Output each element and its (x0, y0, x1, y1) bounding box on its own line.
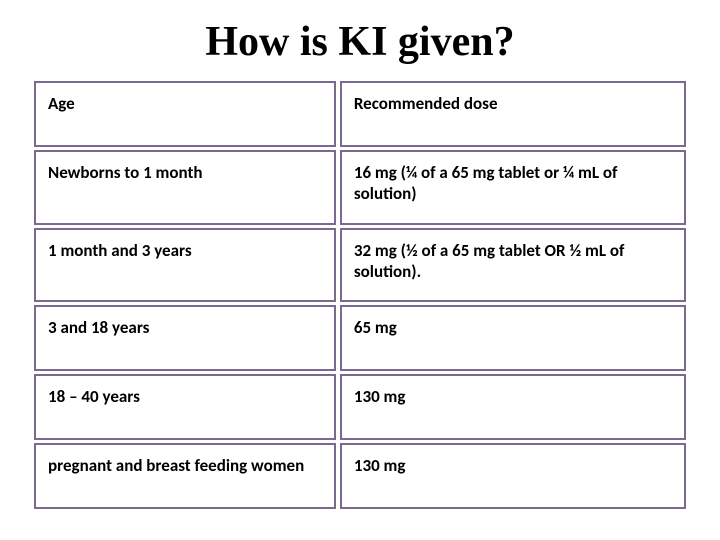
cell-age: Newborns to 1 month (34, 150, 336, 225)
table-row: 3 and 18 years 65 mg (34, 305, 686, 371)
cell-dose: 16 mg (¼ of a 65 mg tablet or ¼ mL of so… (340, 150, 686, 225)
dosage-table: Age Recommended dose Newborns to 1 month… (30, 78, 690, 512)
cell-dose: 130 mg (340, 443, 686, 509)
header-dose: Recommended dose (340, 81, 686, 147)
cell-dose: 130 mg (340, 374, 686, 440)
table-row: Newborns to 1 month 16 mg (¼ of a 65 mg … (34, 150, 686, 225)
cell-age: pregnant and breast feeding women (34, 443, 336, 509)
cell-dose: 32 mg (½ of a 65 mg tablet OR ½ mL of so… (340, 228, 686, 303)
header-age: Age (34, 81, 336, 147)
cell-age: 3 and 18 years (34, 305, 336, 371)
table-row: 18 – 40 years 130 mg (34, 374, 686, 440)
cell-dose: 65 mg (340, 305, 686, 371)
slide: { "title": "How is KI given?", "table": … (0, 0, 720, 540)
cell-age: 1 month and 3 years (34, 228, 336, 303)
cell-age: 18 – 40 years (34, 374, 336, 440)
table-row: 1 month and 3 years 32 mg (½ of a 65 mg … (34, 228, 686, 303)
table-header-row: Age Recommended dose (34, 81, 686, 147)
slide-title: How is KI given? (0, 0, 720, 78)
table-row: pregnant and breast feeding women 130 mg (34, 443, 686, 509)
